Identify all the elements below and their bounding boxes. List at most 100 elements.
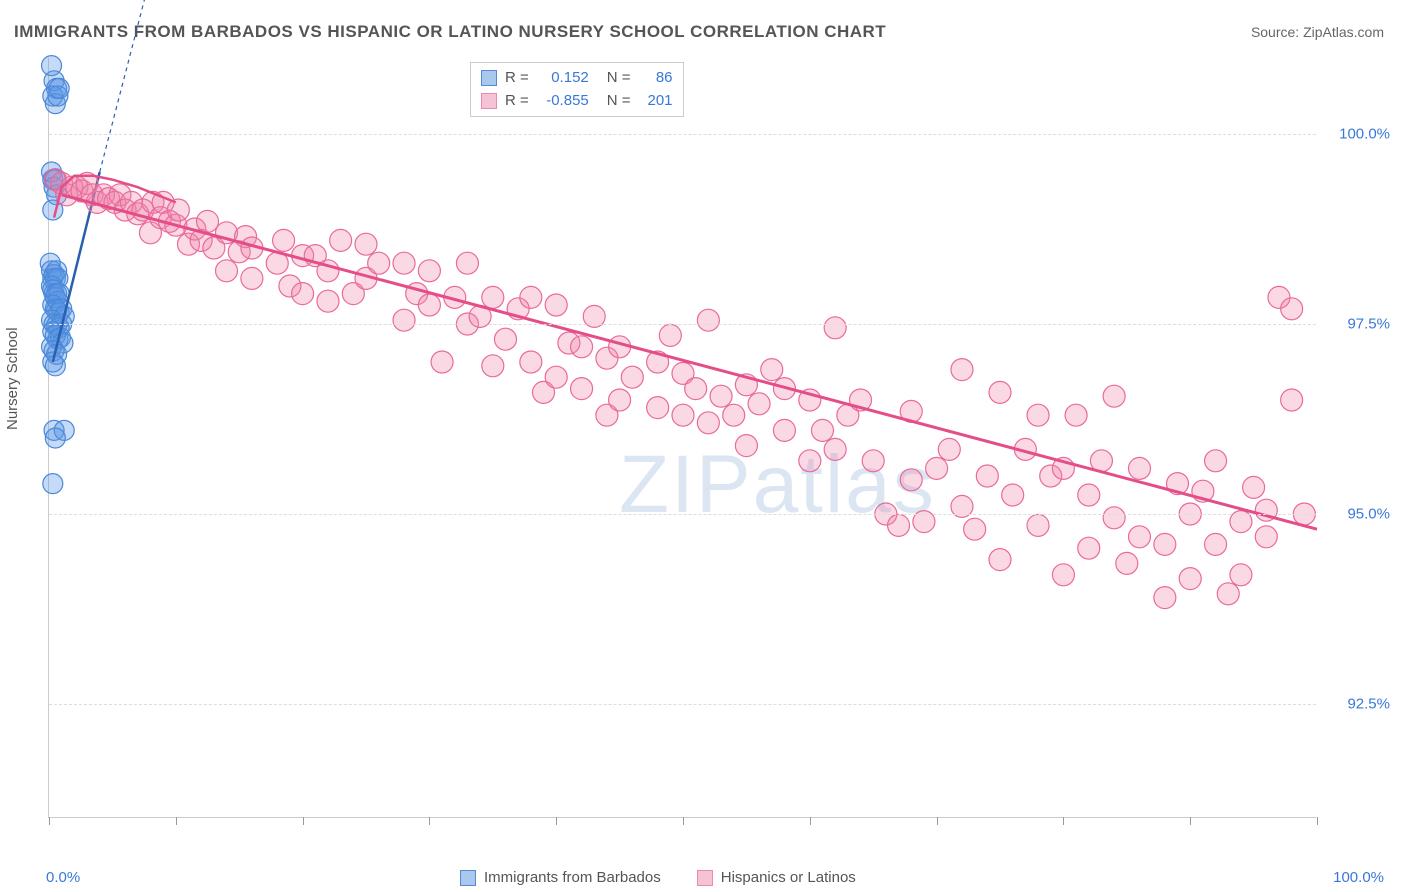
data-point (241, 267, 263, 289)
data-point (482, 286, 504, 308)
legend-row: R =-0.855N =201 (481, 90, 673, 113)
data-point (989, 549, 1011, 571)
grid-line (49, 514, 1316, 515)
data-point (672, 404, 694, 426)
data-point (647, 397, 669, 419)
y-tick-label: 97.5% (1347, 316, 1390, 333)
n-label: N = (607, 67, 631, 90)
data-point (1128, 526, 1150, 548)
n-label: N = (607, 90, 631, 113)
legend-correlation: R =0.152N =86R =-0.855N =201 (470, 62, 684, 117)
legend-swatch (481, 93, 497, 109)
x-tick (1317, 817, 1318, 825)
data-point (355, 233, 377, 255)
data-point (1205, 450, 1227, 472)
data-point (621, 366, 643, 388)
grid-line (49, 324, 1316, 325)
x-tick (1063, 817, 1064, 825)
x-tick (176, 817, 177, 825)
data-point (520, 351, 542, 373)
data-point (1128, 457, 1150, 479)
legend-series: Immigrants from Barbados Hispanics or Lat… (460, 869, 856, 886)
x-tick (49, 817, 50, 825)
x-tick-max: 100.0% (1333, 869, 1384, 886)
data-point (317, 290, 339, 312)
legend-row: R =0.152N =86 (481, 67, 673, 90)
data-point (723, 404, 745, 426)
y-tick-label: 92.5% (1347, 696, 1390, 713)
legend-swatch (460, 870, 476, 886)
legend-item: Immigrants from Barbados (460, 869, 661, 886)
data-point (938, 438, 960, 460)
data-point (1230, 564, 1252, 586)
data-point (1078, 537, 1100, 559)
data-point (1103, 507, 1125, 529)
data-point (888, 514, 910, 536)
grid-line (49, 704, 1316, 705)
legend-label: Immigrants from Barbados (484, 869, 661, 886)
data-point (811, 419, 833, 441)
data-point (761, 359, 783, 381)
data-point (659, 324, 681, 346)
data-point (1179, 568, 1201, 590)
data-point (418, 260, 440, 282)
legend-item: Hispanics or Latinos (697, 869, 856, 886)
data-point (216, 260, 238, 282)
chart-title: IMMIGRANTS FROM BARBADOS VS HISPANIC OR … (14, 22, 886, 42)
x-tick (937, 817, 938, 825)
x-tick (683, 817, 684, 825)
data-point (330, 229, 352, 251)
data-point (545, 366, 567, 388)
data-point (393, 309, 415, 331)
data-point (685, 378, 707, 400)
data-point (545, 294, 567, 316)
plot-area: ZIPatlas (48, 58, 1316, 818)
source-label: Source: ZipAtlas.com (1251, 24, 1384, 40)
y-tick-label: 100.0% (1339, 126, 1390, 143)
r-value: 0.152 (537, 67, 589, 90)
r-label: R = (505, 67, 529, 90)
data-point (773, 419, 795, 441)
data-point (368, 252, 390, 274)
data-point (1154, 587, 1176, 609)
data-point (900, 469, 922, 491)
data-point (697, 412, 719, 434)
data-point (799, 450, 821, 472)
x-tick (1190, 817, 1191, 825)
data-point (1027, 404, 1049, 426)
r-value: -0.855 (537, 90, 589, 113)
n-value: 201 (639, 90, 673, 113)
data-point (571, 336, 593, 358)
data-point (1255, 526, 1277, 548)
data-point (976, 465, 998, 487)
data-point (43, 474, 63, 494)
data-point (989, 381, 1011, 403)
y-tick-label: 95.0% (1347, 506, 1390, 523)
legend-swatch (481, 70, 497, 86)
x-tick (303, 817, 304, 825)
data-point (494, 328, 516, 350)
data-point (1052, 564, 1074, 586)
data-point (1065, 404, 1087, 426)
data-point (824, 317, 846, 339)
data-point (824, 438, 846, 460)
data-point (571, 378, 593, 400)
data-point (926, 457, 948, 479)
data-point (49, 78, 69, 98)
x-tick-min: 0.0% (46, 869, 80, 886)
data-point (1103, 385, 1125, 407)
data-point (710, 385, 732, 407)
data-point (273, 229, 295, 251)
grid-line (49, 134, 1316, 135)
data-point (1154, 533, 1176, 555)
data-point (609, 389, 631, 411)
data-point (1281, 389, 1303, 411)
x-tick (810, 817, 811, 825)
data-point (964, 518, 986, 540)
data-point (482, 355, 504, 377)
data-point (45, 428, 65, 448)
data-point (951, 359, 973, 381)
legend-swatch (697, 870, 713, 886)
data-point (862, 450, 884, 472)
data-point (292, 283, 314, 305)
